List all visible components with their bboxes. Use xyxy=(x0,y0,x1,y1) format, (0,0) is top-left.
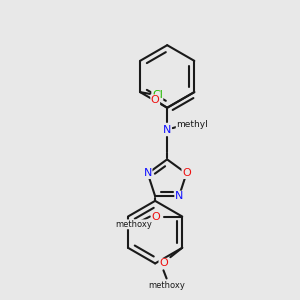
Text: O: O xyxy=(182,168,191,178)
Text: methoxy: methoxy xyxy=(148,281,185,290)
Text: N: N xyxy=(144,168,152,178)
Text: O: O xyxy=(151,212,160,221)
Text: methyl: methyl xyxy=(176,121,208,130)
Text: N: N xyxy=(163,125,171,135)
Text: O: O xyxy=(159,258,168,268)
Text: N: N xyxy=(175,191,183,201)
Text: methoxy: methoxy xyxy=(115,220,152,229)
Text: O: O xyxy=(151,95,160,105)
Text: Cl: Cl xyxy=(152,90,163,100)
